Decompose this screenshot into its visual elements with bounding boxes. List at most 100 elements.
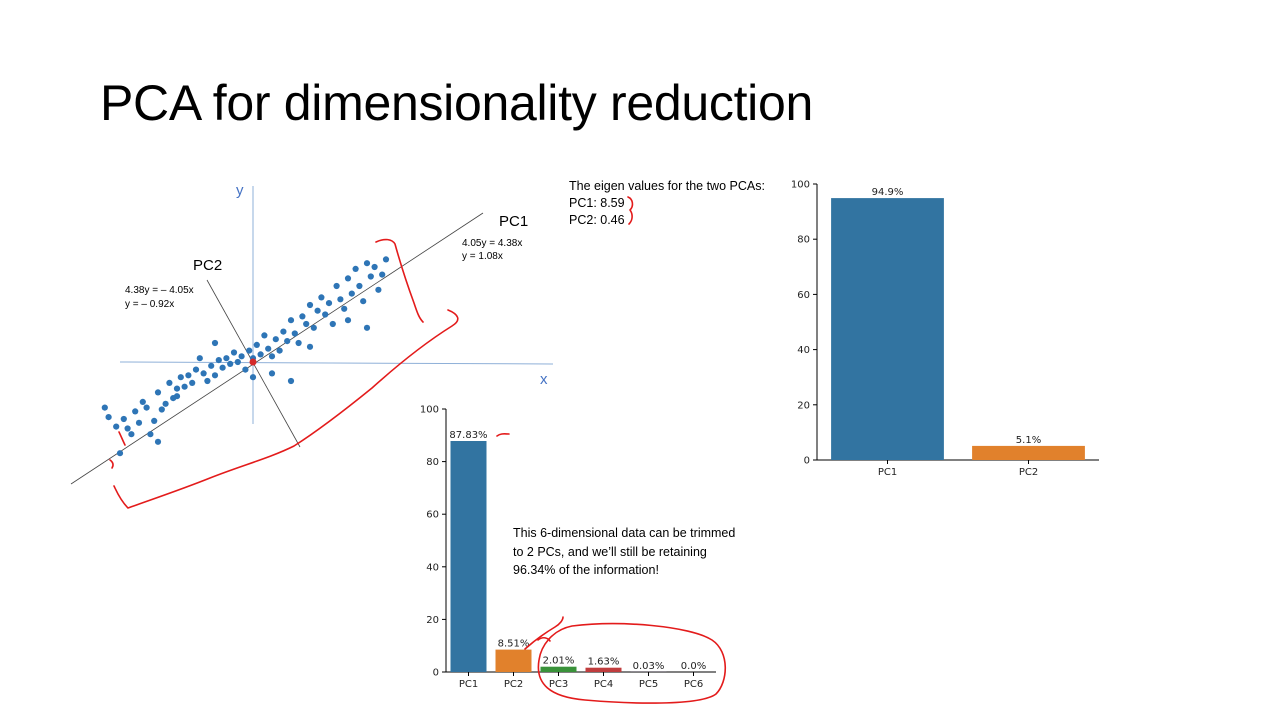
scatter-point	[291, 330, 298, 337]
x-axis-line	[119, 361, 554, 365]
bar-pc3	[540, 666, 577, 672]
scatter-point	[352, 265, 359, 272]
x-tick-label: PC2	[1019, 467, 1038, 478]
y-tick-label: 20	[797, 400, 810, 411]
scatter-point	[208, 362, 215, 369]
scatter-point	[341, 305, 348, 312]
x-tick-label: PC4	[594, 679, 613, 690]
scatter-point	[268, 353, 276, 360]
scatter-point	[192, 366, 200, 373]
scatter-point	[314, 307, 321, 314]
bar-pc1	[450, 441, 487, 672]
scatter-point	[287, 377, 295, 385]
scatter-point	[268, 370, 276, 377]
ink-dash-pc1	[496, 433, 510, 437]
ink-tick-left	[109, 459, 114, 469]
x-axis-label: x	[540, 371, 548, 388]
scatter-point	[295, 339, 302, 347]
scatter-point	[257, 351, 264, 358]
y-tick-label: 80	[426, 457, 439, 468]
scatter-point	[249, 374, 257, 381]
y-tick-label: 40	[426, 562, 439, 573]
scatter-point	[360, 298, 367, 305]
scatter-point	[219, 364, 226, 371]
ink-circle-minor-pcs	[537, 622, 726, 704]
scatter-point	[124, 425, 131, 432]
bar-value-label: 1.63%	[588, 657, 620, 668]
scatter-point	[318, 294, 325, 301]
scatter-point	[261, 332, 268, 339]
scatter-point	[154, 438, 162, 445]
x-tick-label: PC6	[684, 679, 703, 690]
eigen-values-text: The eigen values for the two PCAs: PC1: …	[569, 178, 765, 229]
scatter-point	[363, 260, 371, 267]
bar-pc1	[831, 198, 944, 460]
scatter-point	[272, 336, 279, 343]
scatter-point	[344, 275, 352, 282]
scatter-point	[322, 311, 329, 318]
pc1-equation-2: y = 1.08x	[462, 251, 503, 262]
scatter-point	[287, 317, 295, 324]
scatter-point	[139, 398, 146, 405]
scatter-point	[147, 431, 154, 438]
scatter-point	[329, 320, 336, 328]
scatter-point	[181, 383, 188, 390]
scatter-point	[215, 357, 222, 364]
x-tick-label: PC3	[549, 679, 568, 690]
scatter-point	[105, 414, 112, 421]
bar-value-label: 94.9%	[872, 187, 904, 198]
scatter-point	[333, 282, 340, 290]
bar-value-label: 5.1%	[1016, 435, 1041, 446]
x-tick-label: PC5	[639, 679, 658, 690]
scatter-point	[303, 320, 310, 328]
bar-value-label: 87.83%	[449, 430, 487, 441]
bar-value-label: 0.0%	[681, 661, 706, 672]
scatter-point	[189, 379, 196, 386]
bar-value-label: 0.03%	[633, 661, 665, 672]
scatter-point	[196, 355, 203, 362]
slide-title: PCA for dimensionality reduction	[100, 75, 813, 131]
scatter-point	[154, 389, 162, 396]
scatter-point	[173, 393, 181, 400]
scatter-point	[166, 379, 173, 386]
eigen-value-pc1: PC1: 8.59	[569, 196, 625, 210]
scatter-points	[101, 256, 390, 457]
scatter-point	[211, 372, 219, 379]
scatter-point	[265, 345, 272, 352]
scatter-point	[204, 377, 211, 385]
x-tick-label: PC2	[504, 679, 523, 690]
y-axis-label: y	[236, 182, 244, 199]
x-tick-label: PC1	[459, 679, 478, 690]
scatter-point	[337, 296, 344, 303]
scatter-point	[371, 263, 378, 271]
scatter-point	[306, 343, 314, 350]
scatter-point	[276, 347, 283, 354]
scatter-point	[382, 256, 390, 263]
scatter-point	[227, 360, 234, 367]
scatter-point	[128, 431, 135, 438]
pc1-label: PC1	[499, 213, 528, 230]
scatter-point	[238, 353, 245, 360]
eigen-values-heading: The eigen values for the two PCAs:	[569, 179, 765, 193]
y-tick-label: 100	[420, 405, 439, 416]
scatter-point	[230, 349, 238, 356]
scatter-point	[280, 328, 287, 335]
scatter-point	[158, 406, 165, 413]
bar-pc2	[495, 649, 532, 672]
y-tick-label: 60	[426, 510, 439, 521]
scatter-point	[367, 273, 374, 280]
y-tick-label: 0	[804, 456, 810, 467]
y-tick-label: 100	[791, 180, 810, 191]
y-tick-label: 0	[433, 668, 439, 679]
x-tick-label: PC1	[878, 467, 897, 478]
scatter-point	[379, 271, 386, 278]
ink-bracket-upper	[375, 238, 424, 323]
y-tick-label: 20	[426, 615, 439, 626]
ink-bracket-lower	[113, 309, 459, 509]
scatter-point	[348, 290, 355, 297]
scatter-point	[135, 419, 143, 426]
scatter-point	[113, 423, 120, 430]
pc1-equation-1: 4.05y = 4.38x	[462, 238, 522, 249]
